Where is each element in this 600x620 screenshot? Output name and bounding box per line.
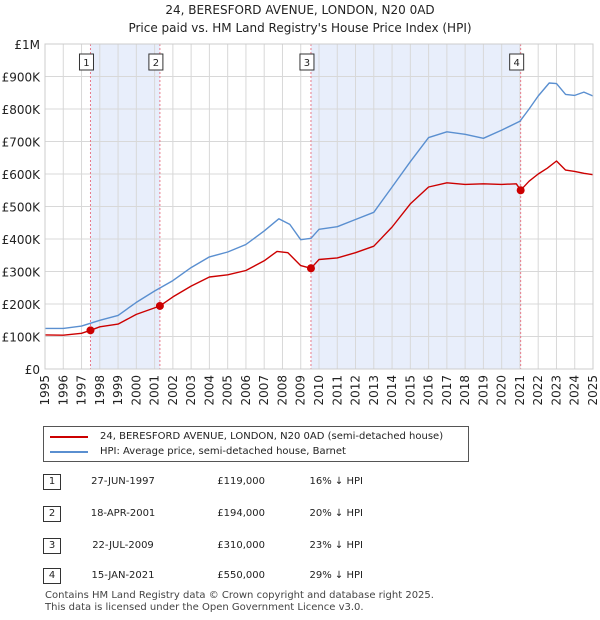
table-row: 1 27-JUN-1997 £119,000 16% ↓ HPI [43, 472, 423, 492]
y-tick-label: £600K [2, 168, 42, 182]
x-tick-label: 1997 [75, 375, 89, 406]
x-tick-label: 2006 [239, 375, 253, 406]
chart-title: 24, BERESFORD AVENUE, LONDON, N20 0AD [165, 3, 435, 17]
x-tick-label: 2018 [458, 375, 472, 406]
transaction-price: £310,000 [217, 540, 265, 551]
x-tick-label: 2004 [202, 375, 216, 406]
x-tick-label: 2023 [549, 375, 563, 406]
plot-frame [44, 43, 594, 370]
footer-copyright: Contains HM Land Registry data © Crown c… [45, 590, 434, 601]
x-tick-label: 1999 [111, 375, 125, 406]
x-tick-label: 2013 [367, 375, 381, 406]
x-tick-label: 2016 [422, 375, 436, 406]
sale-label: 1 [83, 58, 89, 69]
transaction-number: 3 [43, 538, 61, 554]
transaction-date: 22-JUL-2009 [92, 540, 154, 551]
transaction-number: 2 [43, 506, 61, 522]
x-tick-label: 2019 [476, 375, 490, 406]
x-tick-label: 2007 [257, 375, 271, 406]
sale-label: 2 [153, 58, 159, 69]
price-chart: 1 2 3 4 £0 £100K £200K £300K £400K £500K £600K £70… [2, 38, 600, 406]
y-tick-label: £700K [2, 136, 42, 150]
transaction-date: 15-JAN-2021 [91, 570, 155, 581]
sale-point [86, 326, 95, 335]
hpi-line [45, 82, 594, 330]
chart-legend: 24, BERESFORD AVENUE, LONDON, N20 0AD (s… [43, 426, 469, 462]
y-tick-label: £900K [2, 71, 42, 85]
x-tick-label: 1998 [93, 375, 107, 406]
sale-point [155, 301, 164, 310]
x-tick-label: 2011 [330, 375, 344, 406]
x-tick-label: 2020 [495, 375, 509, 406]
sale-label-box [78, 53, 94, 71]
transaction-price: £194,000 [217, 508, 265, 519]
y-tick-label: £300K [2, 266, 42, 280]
sale-label: 4 [513, 58, 519, 69]
transaction-hpi: 20% ↓ HPI [309, 508, 363, 519]
legend-line-hpi [50, 450, 88, 453]
transaction-hpi: 23% ↓ HPI [309, 540, 363, 551]
x-tick-label: 2008 [275, 375, 289, 406]
y-tick-label: £400K [2, 233, 42, 247]
legend-item-property: 24, BERESFORD AVENUE, LONDON, N20 0AD (s… [50, 431, 443, 442]
legend-label-property: 24, BERESFORD AVENUE, LONDON, N20 0AD (s… [100, 431, 444, 442]
x-tick-label: 2003 [184, 375, 198, 406]
x-tick-label: 2025 [586, 375, 600, 406]
transaction-date: 18-APR-2001 [90, 508, 156, 519]
x-tick-label: 2015 [403, 375, 417, 406]
x-tick-label: 2024 [568, 375, 582, 406]
transaction-price: £550,000 [217, 570, 265, 581]
sale-point [306, 264, 315, 273]
legend-label-hpi: HPI: Average price, semi-detached house,… [100, 446, 346, 457]
table-row: 3 22-JUL-2009 £310,000 23% ↓ HPI [43, 536, 423, 556]
x-tick-label: 2002 [166, 375, 180, 406]
transaction-hpi: 16% ↓ HPI [309, 476, 363, 487]
y-tick-label: £500K [2, 201, 42, 215]
chart-subtitle: Price paid vs. HM Land Registry's House … [128, 21, 472, 35]
x-tick-label: 2017 [440, 375, 454, 406]
y-tick-label: £200K [2, 298, 42, 312]
x-tick-label: 2010 [312, 375, 326, 406]
x-tick-label: 1995 [38, 375, 52, 406]
x-tick-label: 2009 [294, 375, 308, 406]
sale-point [516, 186, 525, 195]
transaction-date: 27-JUN-1997 [91, 476, 155, 487]
y-tick-label: £1M [14, 38, 40, 52]
sale-label-box [509, 53, 525, 71]
sale-label-box [148, 53, 164, 71]
x-tick-label: 2001 [148, 375, 162, 406]
y-tick-label: £100K [2, 331, 42, 345]
y-tick-label: £0 [25, 363, 40, 377]
sale-label-box [299, 53, 315, 71]
x-tick-label: 2022 [531, 375, 545, 406]
table-row: 2 18-APR-2001 £194,000 20% ↓ HPI [43, 504, 423, 524]
legend-item-hpi: HPI: Average price, semi-detached house,… [50, 446, 346, 457]
legend-line-property [50, 435, 88, 438]
x-tick-label: 2021 [513, 375, 527, 406]
sale-label: 3 [304, 58, 310, 69]
transaction-price: £119,000 [217, 476, 265, 487]
transaction-number: 1 [43, 474, 61, 490]
y-tick-label: £800K [2, 103, 42, 117]
x-tick-label: 1996 [56, 375, 70, 406]
table-row: 4 15-JAN-2021 £550,000 29% ↓ HPI [43, 566, 423, 586]
x-tick-label: 2005 [221, 375, 235, 406]
transaction-number: 4 [43, 568, 61, 584]
x-tick-label: 2012 [349, 375, 363, 406]
footer-licence: This data is licensed under the Open Gov… [45, 602, 364, 613]
transaction-hpi: 29% ↓ HPI [309, 570, 363, 581]
x-tick-label: 2014 [385, 375, 399, 406]
x-tick-label: 2000 [129, 375, 143, 406]
property-price-line [44, 160, 594, 336]
